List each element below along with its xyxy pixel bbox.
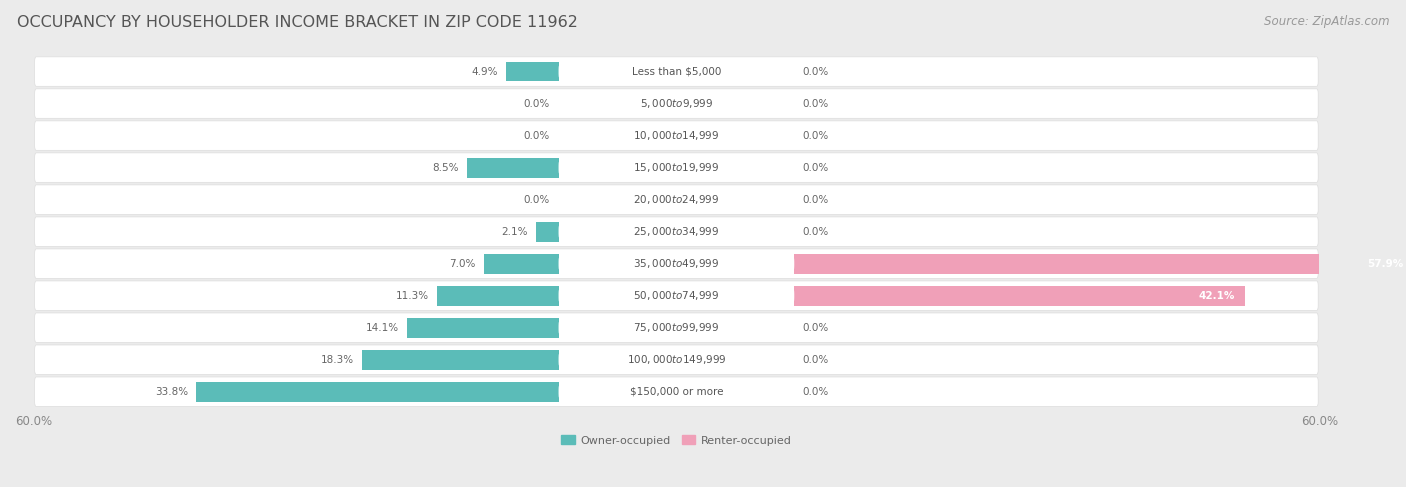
FancyBboxPatch shape [558,63,794,80]
Legend: Owner-occupied, Renter-occupied: Owner-occupied, Renter-occupied [557,431,796,450]
Bar [794,254,1406,274]
Text: 33.8%: 33.8% [155,387,188,397]
Text: $20,000 to $24,999: $20,000 to $24,999 [633,193,720,206]
Text: Less than $5,000: Less than $5,000 [631,67,721,76]
Text: 0.0%: 0.0% [803,67,830,76]
Text: 0.0%: 0.0% [524,131,550,141]
FancyBboxPatch shape [35,89,1319,118]
Bar [437,286,558,306]
Text: $100,000 to $149,999: $100,000 to $149,999 [627,353,725,366]
Text: 2.1%: 2.1% [501,226,527,237]
Bar [506,62,558,81]
Text: 0.0%: 0.0% [803,163,830,172]
Text: 0.0%: 0.0% [803,98,830,109]
Text: 14.1%: 14.1% [366,323,399,333]
FancyBboxPatch shape [558,255,794,272]
Text: 0.0%: 0.0% [803,323,830,333]
Text: 0.0%: 0.0% [803,226,830,237]
FancyBboxPatch shape [558,383,794,400]
FancyBboxPatch shape [35,217,1319,246]
FancyBboxPatch shape [35,313,1319,342]
FancyBboxPatch shape [558,287,794,304]
Text: 18.3%: 18.3% [321,355,354,365]
Bar [467,158,558,178]
Text: 57.9%: 57.9% [1368,259,1405,269]
Text: OCCUPANCY BY HOUSEHOLDER INCOME BRACKET IN ZIP CODE 11962: OCCUPANCY BY HOUSEHOLDER INCOME BRACKET … [17,15,578,30]
FancyBboxPatch shape [558,191,794,208]
FancyBboxPatch shape [558,127,794,144]
FancyBboxPatch shape [558,159,794,176]
Text: $50,000 to $74,999: $50,000 to $74,999 [633,289,720,302]
Text: $5,000 to $9,999: $5,000 to $9,999 [640,97,713,110]
FancyBboxPatch shape [35,345,1319,375]
Text: 0.0%: 0.0% [524,98,550,109]
Text: 0.0%: 0.0% [803,195,830,205]
Bar [794,286,1246,306]
Bar [536,222,558,242]
FancyBboxPatch shape [35,249,1319,279]
FancyBboxPatch shape [35,121,1319,150]
Text: $25,000 to $34,999: $25,000 to $34,999 [633,225,720,238]
Text: 8.5%: 8.5% [433,163,458,172]
Text: $150,000 or more: $150,000 or more [630,387,723,397]
Text: $35,000 to $49,999: $35,000 to $49,999 [633,257,720,270]
Text: 0.0%: 0.0% [803,355,830,365]
Text: 4.9%: 4.9% [471,67,498,76]
FancyBboxPatch shape [558,95,794,112]
FancyBboxPatch shape [35,57,1319,86]
FancyBboxPatch shape [558,319,794,336]
FancyBboxPatch shape [558,223,794,240]
FancyBboxPatch shape [35,185,1319,214]
Text: $75,000 to $99,999: $75,000 to $99,999 [633,321,720,334]
Bar [363,350,558,370]
Text: $15,000 to $19,999: $15,000 to $19,999 [633,161,720,174]
FancyBboxPatch shape [35,281,1319,310]
Bar [197,382,558,402]
FancyBboxPatch shape [35,153,1319,182]
Bar [408,318,558,337]
Bar [484,254,558,274]
Text: 0.0%: 0.0% [524,195,550,205]
Text: 42.1%: 42.1% [1198,291,1234,300]
FancyBboxPatch shape [35,377,1319,407]
Text: 11.3%: 11.3% [396,291,429,300]
Text: 0.0%: 0.0% [803,387,830,397]
Text: 0.0%: 0.0% [803,131,830,141]
Text: 7.0%: 7.0% [449,259,475,269]
FancyBboxPatch shape [558,351,794,368]
Text: Source: ZipAtlas.com: Source: ZipAtlas.com [1264,15,1389,28]
Text: $10,000 to $14,999: $10,000 to $14,999 [633,129,720,142]
